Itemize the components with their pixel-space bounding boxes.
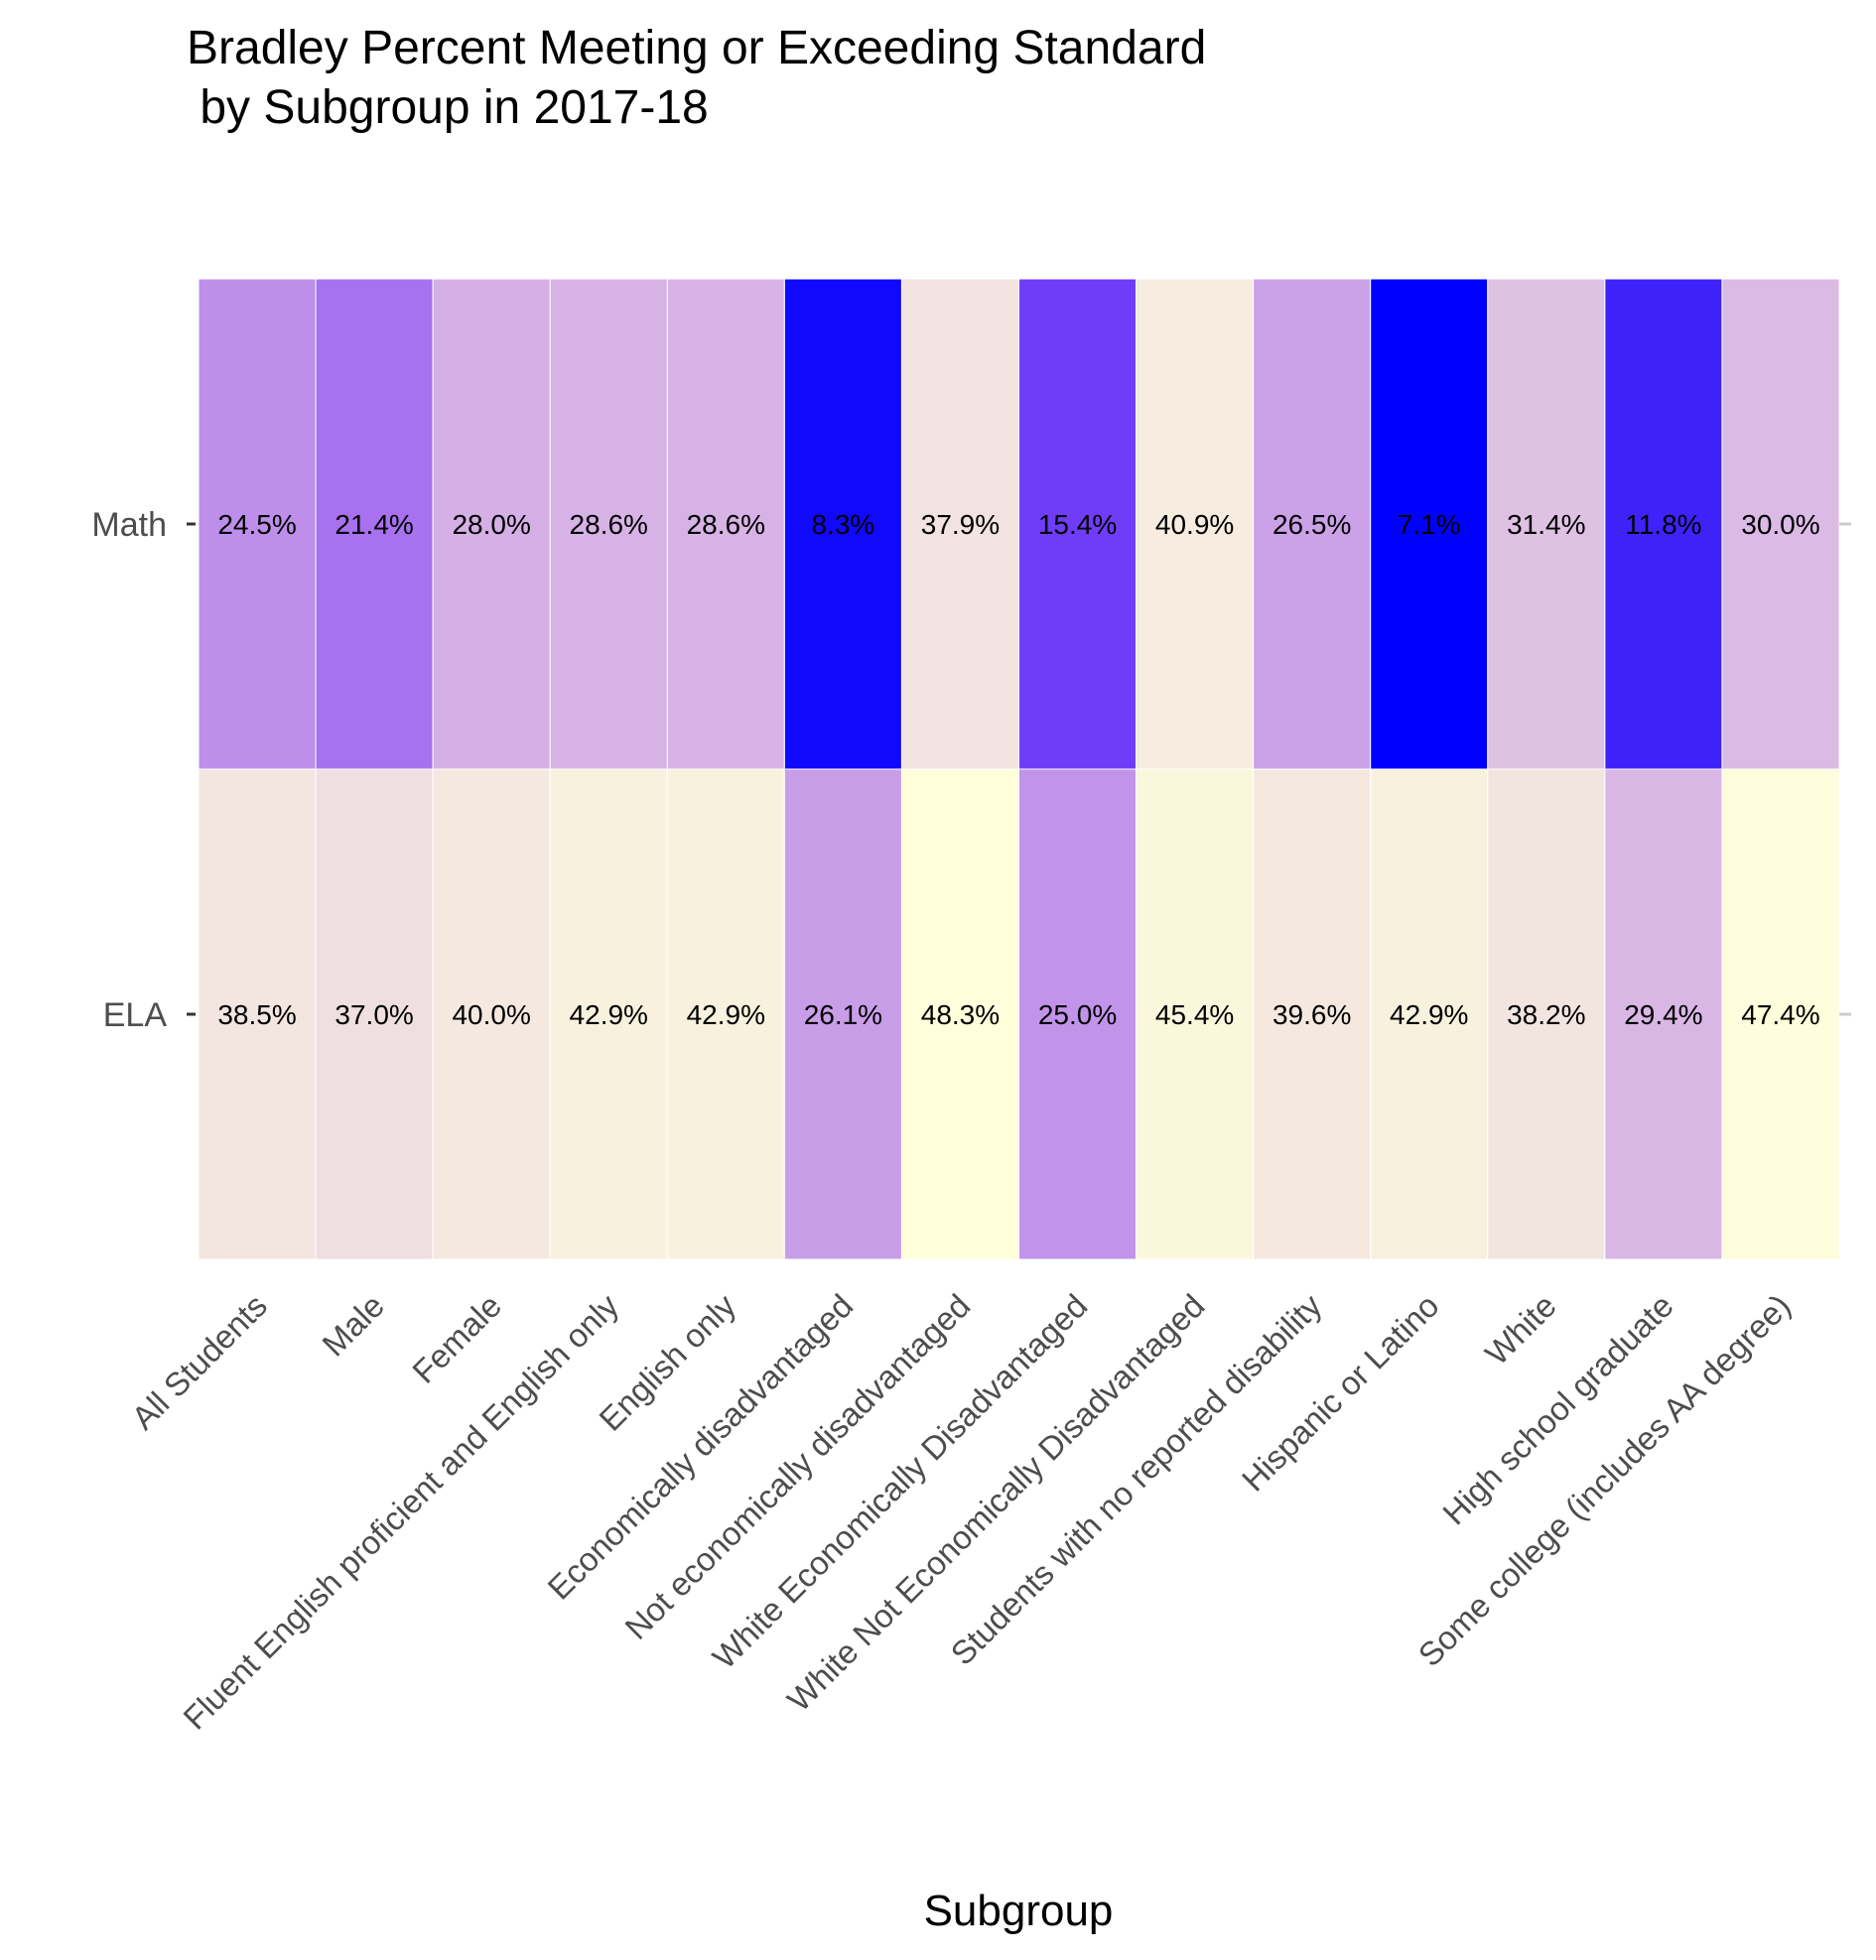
cell-value-label: 47.4%	[1741, 999, 1819, 1030]
cell-value-label: 38.5%	[217, 999, 296, 1030]
x-tick-label: Male	[315, 1287, 391, 1364]
heatmap-cell	[315, 278, 434, 770]
heatmap-cell	[315, 768, 434, 1260]
heatmap-cell	[1604, 278, 1723, 770]
heatmap-cell	[900, 768, 1020, 1260]
heatmap-cell	[783, 278, 902, 770]
cell-value-label: 42.9%	[570, 999, 648, 1030]
cell-value-label: 42.9%	[687, 999, 765, 1030]
x-tick-label: All Students	[124, 1287, 274, 1437]
cell-value-label: 25.0%	[1038, 999, 1117, 1030]
heatmap-cell	[666, 278, 785, 770]
cell-value-label: 31.4%	[1507, 509, 1585, 540]
cell-value-label: 40.9%	[1155, 509, 1234, 540]
heatmap-cell-labels: 24.5% 21.4% 28.0% 28.6% 28.6% 8.3% 37.9% 15.4% 4…	[217, 509, 1819, 1030]
y-tick-label: ELA	[103, 996, 168, 1034]
cell-value-label: 26.1%	[804, 999, 882, 1030]
x-tick-label: Hispanic or Latino	[1235, 1287, 1446, 1499]
cell-value-label: 37.9%	[921, 509, 1000, 540]
cell-value-label: 40.0%	[452, 999, 530, 1030]
heatmap-cell	[1487, 768, 1606, 1260]
y-tick-label: Math	[91, 506, 167, 544]
heatmap-cells	[198, 278, 1840, 1260]
cell-value-label: 21.4%	[335, 509, 413, 540]
cell-value-label: 28.6%	[687, 509, 765, 540]
heatmap-cell	[198, 768, 317, 1260]
chart-title-line-1: Bradley Percent Meeting or Exceeding Sta…	[187, 22, 1206, 74]
cell-value-label: 29.4%	[1624, 999, 1702, 1030]
chart-title: Bradley Percent Meeting or Exceeding Sta…	[187, 22, 1206, 134]
cell-value-label: 7.1%	[1398, 509, 1461, 540]
x-tick-label: White	[1478, 1287, 1563, 1372]
cell-value-label: 11.8%	[1625, 509, 1701, 540]
heatmap-cell	[783, 768, 902, 1260]
x-tick-label: Female	[405, 1287, 508, 1390]
y-axis: Math ELA	[91, 506, 1851, 1034]
chart-title-line-2: by Subgroup in 2017-18	[187, 81, 709, 134]
heatmap-cell	[1370, 768, 1489, 1260]
cell-value-label: 42.9%	[1390, 999, 1468, 1030]
cell-value-label: 15.4%	[1038, 509, 1117, 540]
x-tick-label: Fluent English proficient and English on…	[176, 1286, 625, 1736]
heatmap-cell	[1721, 768, 1840, 1260]
heatmap-cell	[1018, 278, 1138, 770]
cell-value-label: 39.6%	[1273, 999, 1351, 1030]
cell-value-label: 8.3%	[811, 509, 874, 540]
heatmap-cell	[900, 278, 1020, 770]
heatmap-cell	[1721, 278, 1840, 770]
x-axis-title: Subgroup	[924, 1887, 1114, 1935]
heatmap-cell	[432, 278, 551, 770]
heatmap-cell	[666, 768, 785, 1260]
cell-value-label: 45.4%	[1155, 999, 1234, 1030]
cell-value-label: 26.5%	[1273, 509, 1351, 540]
heatmap-cell	[1253, 278, 1372, 770]
cell-value-label: 30.0%	[1741, 509, 1819, 540]
cell-value-label: 48.3%	[921, 999, 1000, 1030]
heatmap-cell	[549, 768, 668, 1260]
heatmap-cell	[1604, 768, 1723, 1260]
heatmap-cell	[549, 278, 668, 770]
heatmap-cell	[432, 768, 551, 1260]
heatmap-cell	[1136, 768, 1255, 1260]
heatmap-cell	[198, 278, 317, 770]
x-tick-label: High school graduate	[1435, 1287, 1680, 1532]
x-tick-label: White Not Economically Disadvantaged	[780, 1287, 1212, 1719]
cell-value-label: 37.0%	[335, 999, 413, 1030]
cell-value-label: 28.6%	[570, 509, 648, 540]
heatmap-cell	[1487, 278, 1606, 770]
cell-value-label: 24.5%	[217, 509, 296, 540]
heatmap-cell	[1018, 768, 1138, 1260]
cell-value-label: 38.2%	[1507, 999, 1585, 1030]
cell-value-label: 28.0%	[452, 509, 530, 540]
